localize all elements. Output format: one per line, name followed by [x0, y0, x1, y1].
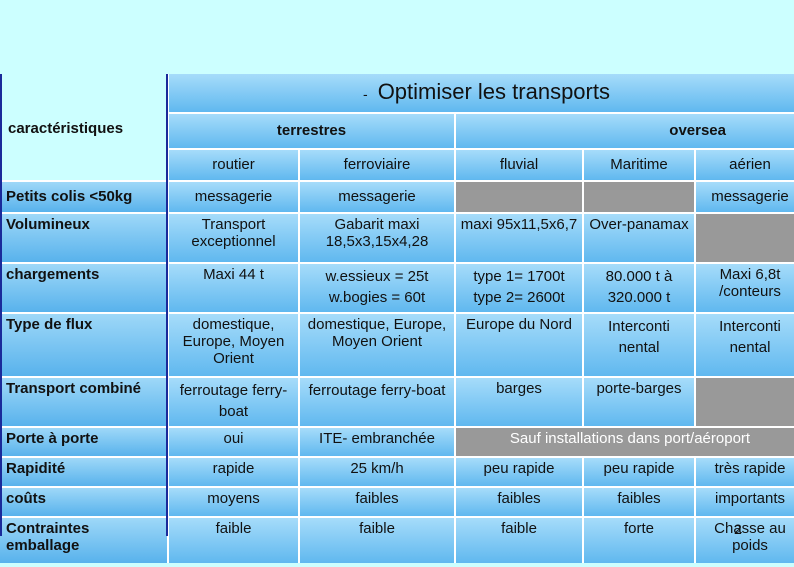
- table-cell: w.essieux = 25t w.bogies = 60t: [300, 264, 454, 312]
- table-cell: faibles: [456, 488, 582, 516]
- table-cell: Chasse au poids: [696, 518, 794, 563]
- mode-aerien: aérien: [696, 150, 794, 180]
- table-cell: faible: [169, 518, 298, 563]
- oversea-span-cell: Sauf installations dans port/aéroport: [456, 428, 794, 456]
- table-cell: porte-barges: [584, 378, 694, 426]
- slide-number: 2: [734, 521, 742, 537]
- table-cell: faibles: [300, 488, 454, 516]
- table-cell: Interconti nental: [584, 314, 694, 376]
- row-label: Rapidité: [0, 458, 167, 486]
- table-cell: peu rapide: [584, 458, 694, 486]
- row-label: Volumineux: [0, 214, 167, 262]
- terrestres-header: terrestres: [169, 114, 454, 148]
- table-cell: barges: [456, 378, 582, 426]
- page-title: - Optimiser les transports: [169, 74, 794, 112]
- row-label: coûts: [0, 488, 167, 516]
- row-label: Transport combiné: [0, 378, 167, 426]
- table-cell: messagerie: [696, 182, 794, 212]
- left-border: [0, 74, 2, 536]
- table-cell: faible: [456, 518, 582, 563]
- mode-maritime: Maritime: [584, 150, 694, 180]
- column-border: [166, 74, 168, 536]
- row-label: Petits colis <50kg: [0, 182, 167, 212]
- table-cell: rapide: [169, 458, 298, 486]
- table-cell: domestique, Europe, Moyen Orient: [300, 314, 454, 376]
- empty-cell: [456, 182, 582, 212]
- title-text: Optimiser les transports: [377, 79, 610, 104]
- table-cell: messagerie: [300, 182, 454, 212]
- table-cell: moyens: [169, 488, 298, 516]
- table-cell: ferroutage ferry-boat: [169, 378, 298, 426]
- table-cell: messagerie: [169, 182, 298, 212]
- table-cell: faibles: [584, 488, 694, 516]
- table-cell: importants: [696, 488, 794, 516]
- table-cell: Gabarit maxi 18,5x3,15x4,28: [300, 214, 454, 262]
- table-cell: ITE- embranchée: [300, 428, 454, 456]
- table-cell: 25 km/h: [300, 458, 454, 486]
- table-cell: Europe du Nord: [456, 314, 582, 376]
- row-label: Type de flux: [0, 314, 167, 376]
- table-cell: Over-panamax: [584, 214, 694, 262]
- table-cell: faible: [300, 518, 454, 563]
- mode-routier: routier: [169, 150, 298, 180]
- table-cell: ferroutage ferry-boat: [300, 378, 454, 426]
- table-cell: oui: [169, 428, 298, 456]
- title-bullet: -: [363, 86, 368, 102]
- table-cell: domestique, Europe, Moyen Orient: [169, 314, 298, 376]
- mode-ferroviaire: ferroviaire: [300, 150, 454, 180]
- row-label: Contraintes emballage: [0, 518, 167, 563]
- table-cell: Maxi 44 t: [169, 264, 298, 312]
- row-label: chargements: [0, 264, 167, 312]
- table-cell: peu rapide: [456, 458, 582, 486]
- table-cell: 80.000 t à 320.000 t: [584, 264, 694, 312]
- table-cell: très rapide: [696, 458, 794, 486]
- caracteristiques-header: caractéristiques: [0, 74, 167, 180]
- table-cell: type 1= 1700t type 2= 2600t: [456, 264, 582, 312]
- table-cell: Transport exceptionnel: [169, 214, 298, 262]
- table-cell: forte: [584, 518, 694, 563]
- empty-cell: [584, 182, 694, 212]
- transport-table: caractéristiques - Optimiser les transpor…: [0, 74, 794, 563]
- mode-fluvial: fluvial: [456, 150, 582, 180]
- table-cell: Maxi 6,8t /conteurs: [696, 264, 794, 312]
- table-cell: maxi 95x11,5x6,7: [456, 214, 582, 262]
- oversea-header: oversea: [456, 114, 794, 148]
- row-label: Porte à porte: [0, 428, 167, 456]
- empty-cell: [696, 378, 794, 426]
- table-cell: Interconti nental: [696, 314, 794, 376]
- empty-cell: [696, 214, 794, 262]
